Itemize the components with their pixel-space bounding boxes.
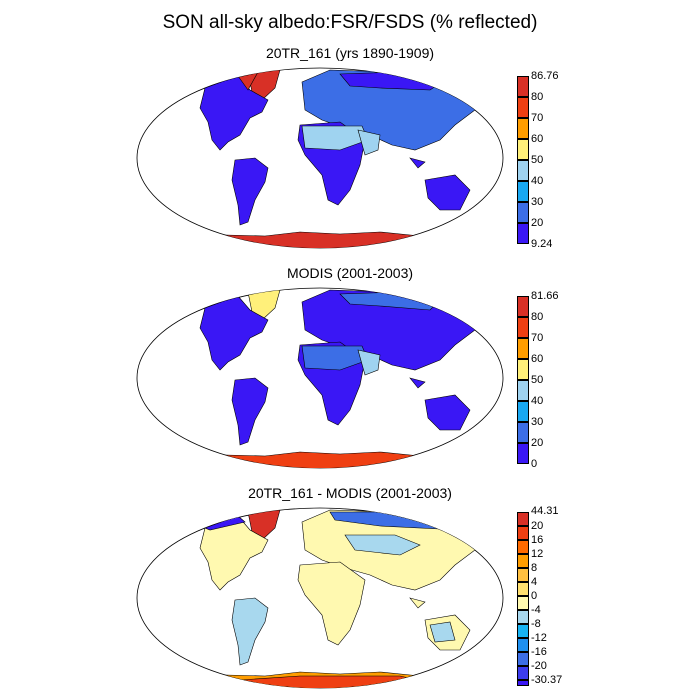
south-america <box>231 377 269 446</box>
cbar-tick: 50 <box>531 374 544 386</box>
cbar-tick: 60 <box>531 353 544 365</box>
cbar-min-label: 0 <box>531 458 538 470</box>
map-diff <box>136 507 504 689</box>
cbar-tick: 0 <box>531 590 538 602</box>
panel-title-obs: MODIS (2001-2003) <box>286 265 414 281</box>
cbar-tick: 20 <box>531 217 544 229</box>
panel-title-diff: 20TR_161 - MODIS (2001-2003) <box>248 485 452 501</box>
cbar-tick: -20 <box>531 660 547 672</box>
cbar-tick: 20 <box>531 437 544 449</box>
cbar-tick: -16 <box>531 646 547 658</box>
cbar-tick: 12 <box>531 548 544 560</box>
cbar-tick: 40 <box>531 175 544 187</box>
antarctica <box>199 451 441 468</box>
cbar-tick: -12 <box>531 632 547 644</box>
figure-title: SON all-sky albedo:FSR/FSDS (% reflected… <box>162 12 538 33</box>
cbar-max-label: 86.76 <box>531 70 559 82</box>
cbar-tick: 30 <box>531 196 544 208</box>
cbar-tick: -8 <box>531 618 541 630</box>
australia <box>424 394 471 431</box>
south-america <box>231 597 269 666</box>
cbar-tick: 80 <box>531 311 544 323</box>
cbar-tick: -4 <box>531 604 541 616</box>
antarctica <box>199 231 441 248</box>
cbar-tick: 60 <box>531 133 544 145</box>
cbar-tick: 40 <box>531 395 544 407</box>
cbar-tick: 16 <box>531 534 544 546</box>
cbar-min-label: -30.37 <box>531 674 563 686</box>
panel-title-model: 20TR_161 (yrs 1890-1909) <box>265 45 435 61</box>
cbar-tick: 80 <box>531 91 544 103</box>
australia <box>424 174 471 211</box>
south-america <box>231 157 269 226</box>
cbar-tick: 70 <box>531 112 544 124</box>
map-model <box>136 67 504 249</box>
north-america <box>199 75 269 151</box>
north-america <box>199 515 269 591</box>
africa <box>297 561 366 646</box>
cbar-tick: 30 <box>531 416 544 428</box>
cbar-max-label: 44.31 <box>531 505 559 517</box>
cbar-tick: 20 <box>531 520 544 532</box>
cbar-tick: 8 <box>531 562 538 574</box>
cbar-tick: 50 <box>531 154 544 166</box>
map-obs <box>136 287 504 469</box>
north-america <box>199 295 269 371</box>
cbar-tick: 70 <box>531 332 544 344</box>
cbar-max-label: 81.66 <box>531 290 559 302</box>
cbar-min-label: 9.24 <box>531 238 553 250</box>
cbar-tick: 4 <box>531 576 538 588</box>
